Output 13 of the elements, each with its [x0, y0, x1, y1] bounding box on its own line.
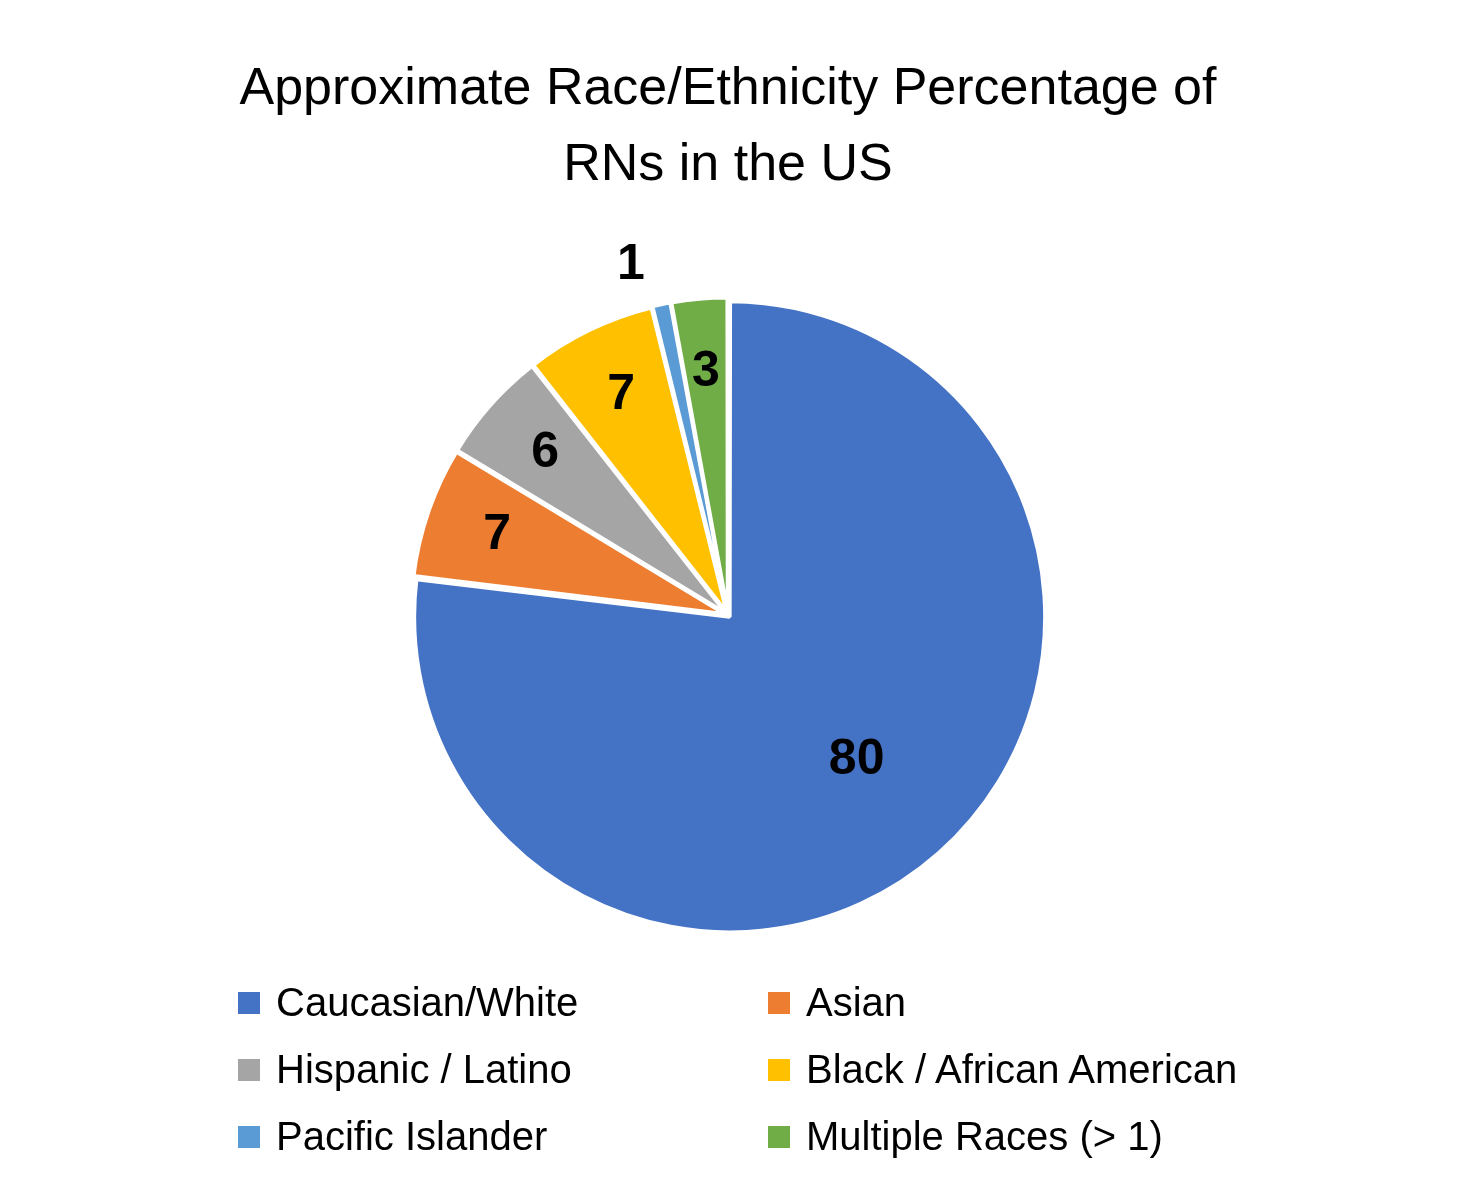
data-label: 7	[607, 364, 636, 421]
data-label: 80	[828, 729, 885, 786]
chart-title: Approximate Race/Ethnicity Percentage of RNs in the US	[238, 56, 1218, 193]
data-label: 3	[692, 340, 720, 397]
legend-label: Asian	[806, 980, 907, 1025]
data-label: 1	[616, 233, 645, 290]
legend-label: Hispanic / Latino	[276, 1047, 572, 1092]
legend-label: Caucasian/White	[276, 980, 579, 1025]
data-label: 7	[483, 504, 512, 561]
legend-label: Black / African American	[806, 1047, 1238, 1092]
data-label: 6	[531, 421, 560, 478]
legend-label: Pacific Islander	[276, 1114, 548, 1159]
legend-label: Multiple Races (> 1)	[806, 1114, 1163, 1159]
